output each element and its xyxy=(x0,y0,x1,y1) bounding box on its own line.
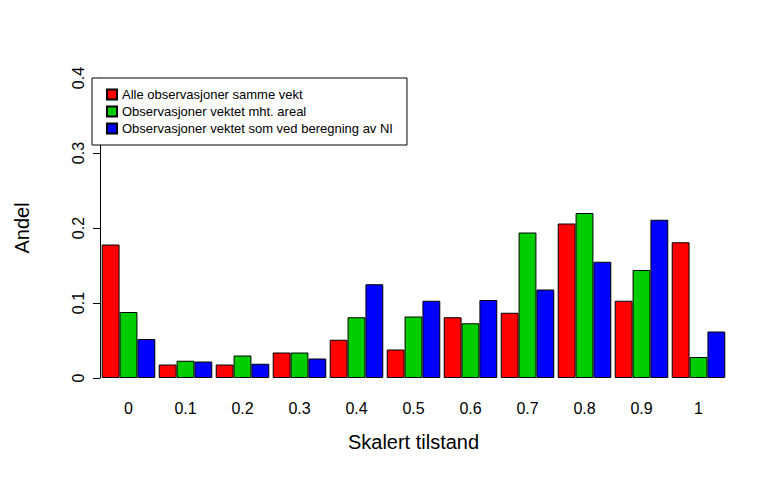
svg-text:0.6: 0.6 xyxy=(459,400,481,417)
svg-text:0.3: 0.3 xyxy=(288,400,310,417)
svg-text:Skalert tilstand: Skalert tilstand xyxy=(348,431,479,453)
svg-text:0.7: 0.7 xyxy=(516,400,538,417)
svg-text:0.5: 0.5 xyxy=(402,400,424,417)
svg-text:0.1: 0.1 xyxy=(70,292,87,314)
svg-text:0.8: 0.8 xyxy=(573,400,595,417)
svg-text:Alle observasjoner samme vekt: Alle observasjoner samme vekt xyxy=(122,87,303,102)
svg-text:Andel: Andel xyxy=(11,202,33,253)
svg-text:1: 1 xyxy=(694,400,703,417)
svg-text:Observasjoner vektet mht. area: Observasjoner vektet mht. areal xyxy=(122,104,306,119)
svg-text:Observasjoner vektet som ved b: Observasjoner vektet som ved beregning a… xyxy=(122,121,393,136)
svg-text:0.3: 0.3 xyxy=(70,142,87,164)
svg-text:0: 0 xyxy=(70,373,87,382)
svg-text:0.1: 0.1 xyxy=(174,400,196,417)
svg-text:0.4: 0.4 xyxy=(70,67,87,89)
svg-text:0.2: 0.2 xyxy=(231,400,253,417)
svg-text:0.2: 0.2 xyxy=(70,217,87,239)
svg-text:0.4: 0.4 xyxy=(345,400,367,417)
svg-text:0.9: 0.9 xyxy=(630,400,652,417)
svg-text:0: 0 xyxy=(124,400,133,417)
